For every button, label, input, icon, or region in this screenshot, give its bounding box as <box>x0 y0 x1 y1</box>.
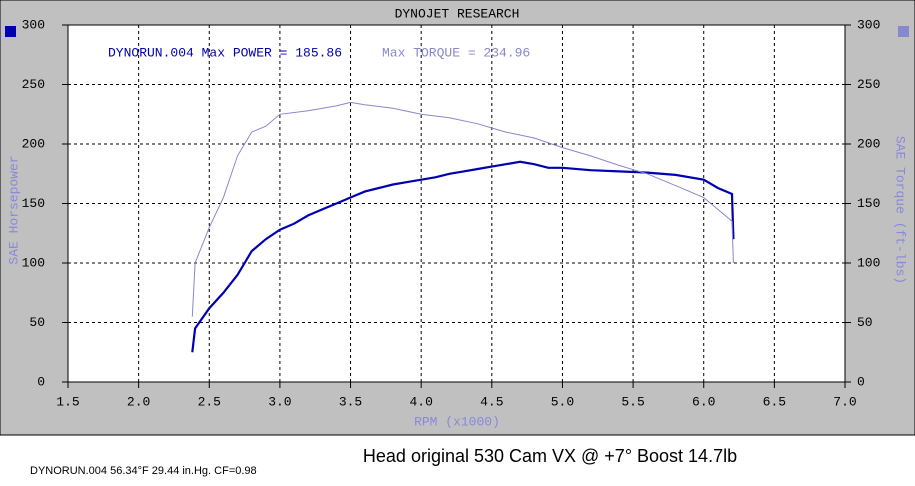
chart-title: DYNOJET RESEARCH <box>395 6 520 21</box>
y-tick-label: 100 <box>22 255 45 270</box>
x-tick-label: 2.0 <box>127 394 150 409</box>
annotation: Max TORQUE = 234.96 <box>382 45 530 60</box>
footer-small: DYNORUN.004 56.34°F 29.44 in.Hg. CF=0.98 <box>30 465 257 477</box>
x-tick-label: 3.0 <box>268 394 291 409</box>
y2-tick-label: 100 <box>857 255 880 270</box>
x-tick-label: 5.5 <box>621 394 644 409</box>
x-tick-label: 4.0 <box>409 394 432 409</box>
x-tick-label: 3.5 <box>339 394 362 409</box>
y-tick-label: 300 <box>22 17 45 32</box>
y-tick-label: 250 <box>22 77 45 92</box>
legend-swatch <box>898 26 909 37</box>
y2-tick-label: 200 <box>857 136 880 151</box>
y2-tick-label: 150 <box>857 196 880 211</box>
x-tick-label: 5.0 <box>551 394 574 409</box>
x-tick-label: 4.5 <box>480 394 503 409</box>
x-tick-label: 1.5 <box>56 394 79 409</box>
x-axis-label: RPM (x1000) <box>414 414 500 429</box>
data-line <box>191 101 734 317</box>
legend-swatch <box>5 26 16 37</box>
y-tick-label: 150 <box>22 196 45 211</box>
y2-tick-label: 50 <box>857 315 873 330</box>
x-tick-label: 7.0 <box>833 394 856 409</box>
y2-tick-label: 300 <box>857 17 880 32</box>
plot-area <box>67 24 846 383</box>
x-tick-label: 6.0 <box>692 394 715 409</box>
x-tick-label: 6.5 <box>763 394 786 409</box>
y-axis-label: SAE Horsepower <box>6 155 21 264</box>
y2-tick-label: 250 <box>857 77 880 92</box>
annotation: DYNORUN.004 Max POWER = 185.86 <box>108 45 342 60</box>
y-tick-label: 50 <box>29 315 45 330</box>
data-line <box>191 160 735 353</box>
footer-main: Head original 530 Cam VX @ +7° Boost 14.… <box>363 446 737 466</box>
y-tick-label: 0 <box>37 374 45 389</box>
y2-axis-label: SAE Torque (ft-lbs) <box>893 136 908 284</box>
y2-tick-label: 0 <box>857 374 865 389</box>
x-tick-label: 2.5 <box>198 394 221 409</box>
y-tick-label: 200 <box>22 136 45 151</box>
